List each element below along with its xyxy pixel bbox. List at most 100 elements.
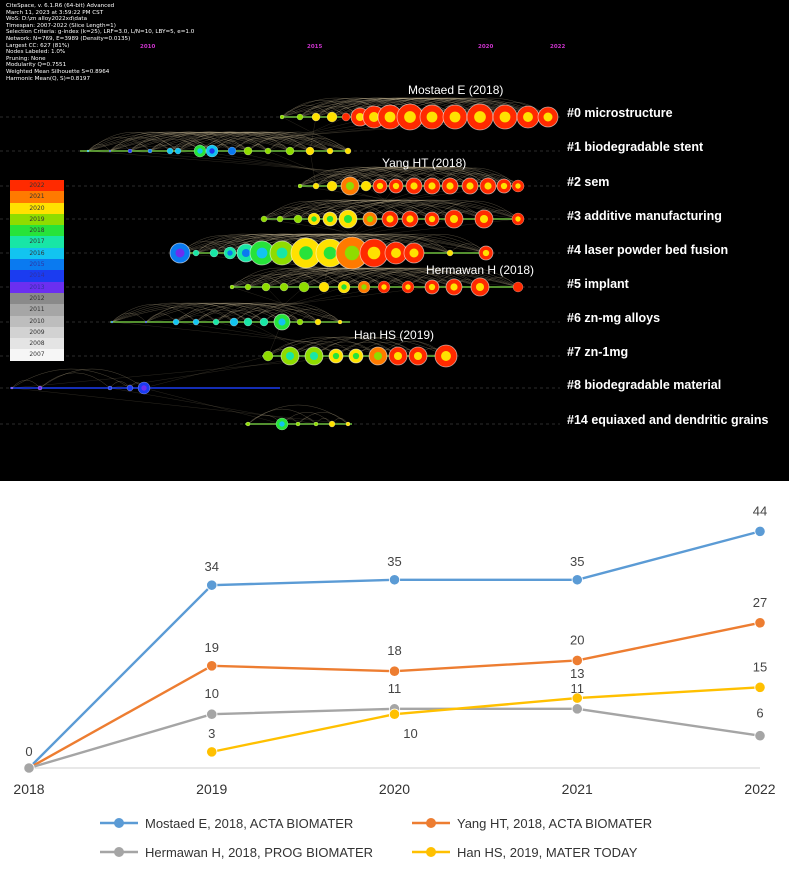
citation-node-core: [500, 182, 508, 190]
cross-cluster-link: [111, 321, 447, 357]
citation-node: [147, 148, 153, 154]
citation-arc: [263, 201, 349, 220]
citation-node-core: [285, 351, 295, 361]
meta-line: Timespan: 2007-2022 (Slice Length=1): [6, 22, 116, 29]
citation-arc: [265, 273, 325, 288]
citation-arc: [395, 166, 489, 187]
citation-node: [279, 114, 285, 120]
data-label: 15: [753, 659, 767, 674]
citation-node-core: [175, 248, 185, 258]
citation-arc: [299, 168, 381, 187]
citation-node-core: [309, 351, 319, 361]
citation-arc: [383, 267, 519, 288]
cross-cluster-link: [233, 286, 345, 323]
citation-arc: [215, 304, 301, 323]
cross-cluster-link: [265, 286, 301, 323]
citation-node-core: [227, 250, 233, 256]
year-tick-label: 2020: [478, 44, 494, 50]
citation-node: [37, 385, 43, 391]
citation-node-core: [405, 284, 411, 290]
cross-cluster-link: [267, 116, 347, 152]
cross-cluster-link: [195, 286, 385, 323]
citation-arc: [267, 137, 331, 152]
meta-line: Largest CC: 627 (81%): [6, 42, 70, 49]
citation-arc: [413, 167, 505, 187]
citation-arc: [267, 340, 337, 357]
meta-line: Nodes Labeled: 1.0%: [6, 49, 66, 56]
cluster-label: #7 zn-1mg: [567, 345, 629, 359]
data-point: [754, 617, 766, 629]
citation-arc: [87, 131, 249, 152]
citation-node: [337, 319, 343, 325]
x-tick-label: 2022: [744, 781, 775, 797]
legend-year-cell: 2016: [10, 247, 64, 260]
citation-node: [326, 111, 338, 123]
meta-line: Selection Criteria: g-index (k=25), LRF=…: [6, 29, 195, 36]
citation-node-core: [446, 182, 454, 190]
data-label: 35: [570, 554, 584, 569]
citation-arc: [109, 132, 201, 152]
x-tick-label: 2019: [196, 781, 227, 797]
citation-arc: [247, 137, 311, 152]
cross-cluster-link: [11, 355, 357, 389]
citation-arc: [111, 302, 265, 323]
citation-arc: [313, 199, 411, 220]
data-point: [388, 665, 401, 677]
citation-node-core: [279, 421, 285, 427]
citation-node: [264, 147, 272, 155]
citation-node-core: [326, 215, 334, 223]
citation-node-core: [499, 111, 511, 123]
citation-node: [245, 421, 251, 427]
citation-node: [229, 284, 235, 290]
year-color-legend: 2022 2021 2020 2019 2018 2017 2016 2015 2014 2013…: [10, 180, 64, 361]
citation-node: [174, 147, 182, 155]
citation-node: [341, 112, 351, 122]
legend-text: Yang HT, 2018, ACTA BIOMATER: [457, 816, 653, 831]
citation-arc: [211, 138, 269, 152]
data-label: 10: [205, 686, 219, 701]
data-point: [206, 660, 218, 672]
citation-node: [279, 282, 289, 292]
legend-year-cell: 2022: [10, 180, 64, 192]
citation-arc: [129, 144, 151, 152]
data-point: [206, 708, 218, 720]
citation-arc: [323, 273, 385, 288]
citation-node: [261, 282, 271, 292]
citation-node: [108, 149, 112, 153]
meta-line: Pruning: None: [6, 55, 46, 62]
data-label: 11: [571, 681, 585, 696]
citation-node-core: [450, 283, 458, 291]
citation-node: [144, 320, 148, 324]
citation-node-core: [479, 214, 489, 224]
cluster-label: #14 equiaxed and dendritic grains: [567, 413, 769, 427]
citation-node-core: [404, 111, 416, 123]
citation-node: [110, 320, 114, 324]
citation-node: [127, 148, 133, 154]
citation-arc: [215, 302, 341, 323]
citation-arc: [431, 167, 519, 187]
citation-arc: [231, 137, 291, 152]
citation-arc: [145, 302, 283, 323]
citation-arc: [39, 372, 111, 389]
citation-arc: [195, 302, 319, 323]
legend-text: Han HS, 2019, MATER TODAY: [457, 845, 638, 860]
cross-cluster-link: [365, 185, 411, 220]
meta-line: Network: N=769, E=3989 (Density=0.0135): [6, 35, 131, 42]
citation-arc: [109, 131, 233, 152]
citation-node: [298, 281, 310, 293]
citation-node-core: [361, 284, 367, 290]
citation-arc: [231, 131, 331, 152]
citation-arc: [247, 408, 317, 425]
citation-node: [259, 317, 269, 327]
cross-cluster-link: [263, 286, 305, 323]
citation-node-core: [373, 351, 383, 361]
citation-node: [229, 317, 239, 327]
citation-arc: [313, 336, 419, 357]
citation-node: [311, 112, 321, 122]
citation-node-core: [344, 245, 360, 261]
citation-node-core: [352, 352, 360, 360]
citation-node-core: [311, 216, 317, 222]
meta-line: Modularity Q=0.7551: [6, 62, 67, 69]
citation-node-core: [449, 111, 461, 123]
citation-node-core: [355, 112, 365, 122]
